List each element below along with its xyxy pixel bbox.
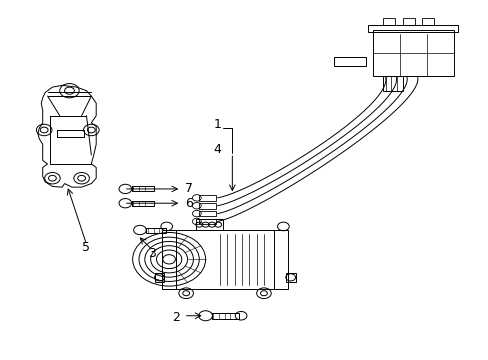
Circle shape <box>64 87 74 94</box>
Circle shape <box>199 311 212 321</box>
Circle shape <box>87 127 95 133</box>
Bar <box>199 211 216 216</box>
Text: 3: 3 <box>148 247 156 260</box>
Text: 1: 1 <box>213 118 221 131</box>
Circle shape <box>119 199 131 208</box>
Circle shape <box>260 291 267 296</box>
Bar <box>154 273 164 282</box>
Circle shape <box>48 175 56 181</box>
Text: 7: 7 <box>184 183 192 195</box>
Bar <box>382 76 402 91</box>
Text: 4: 4 <box>213 143 221 156</box>
Bar <box>334 57 366 66</box>
Circle shape <box>78 175 85 181</box>
Circle shape <box>163 255 175 264</box>
Bar <box>382 18 394 24</box>
Circle shape <box>183 291 189 296</box>
Circle shape <box>133 225 146 235</box>
Bar <box>131 201 153 206</box>
Bar <box>162 230 287 289</box>
Circle shape <box>119 184 131 194</box>
Text: 2: 2 <box>172 311 180 324</box>
Bar <box>199 203 216 208</box>
Bar <box>196 219 222 230</box>
Bar <box>146 228 165 233</box>
Bar <box>199 195 216 201</box>
Bar <box>211 313 238 319</box>
Bar <box>421 18 433 24</box>
Circle shape <box>40 127 48 133</box>
Bar <box>402 18 414 24</box>
Bar <box>372 30 453 76</box>
Text: 5: 5 <box>82 241 90 255</box>
Bar <box>368 24 458 32</box>
Bar <box>131 186 153 192</box>
Text: 6: 6 <box>184 197 192 210</box>
Bar <box>285 273 295 282</box>
Bar <box>199 219 216 224</box>
